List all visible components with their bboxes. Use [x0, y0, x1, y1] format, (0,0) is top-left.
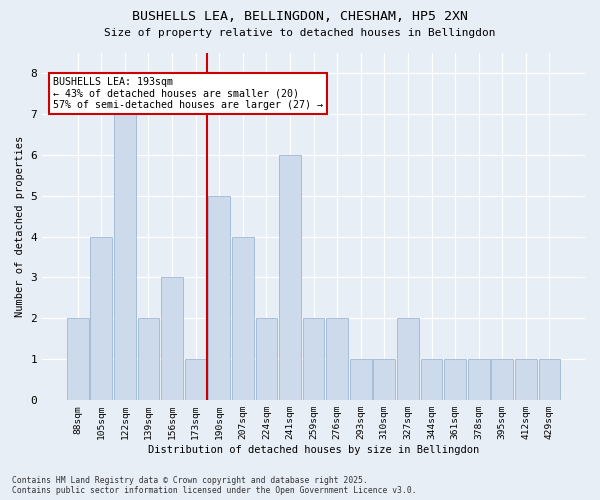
- Text: Size of property relative to detached houses in Bellingdon: Size of property relative to detached ho…: [104, 28, 496, 38]
- Bar: [137, 318, 160, 400]
- Text: Contains HM Land Registry data © Crown copyright and database right 2025.
Contai: Contains HM Land Registry data © Crown c…: [12, 476, 416, 495]
- Text: BUSHELLS LEA: 193sqm
← 43% of detached houses are smaller (20)
57% of semi-detac: BUSHELLS LEA: 193sqm ← 43% of detached h…: [53, 77, 323, 110]
- Bar: [326, 318, 348, 400]
- Bar: [91, 236, 112, 400]
- Bar: [421, 359, 442, 400]
- Bar: [185, 359, 206, 400]
- Bar: [256, 318, 277, 400]
- Bar: [279, 154, 301, 400]
- Bar: [491, 359, 513, 400]
- Bar: [515, 359, 537, 400]
- Bar: [67, 318, 89, 400]
- Bar: [208, 196, 230, 400]
- Bar: [373, 359, 395, 400]
- Bar: [303, 318, 325, 400]
- Bar: [161, 278, 183, 400]
- Text: BUSHELLS LEA, BELLINGDON, CHESHAM, HP5 2XN: BUSHELLS LEA, BELLINGDON, CHESHAM, HP5 2…: [132, 10, 468, 23]
- Bar: [444, 359, 466, 400]
- Bar: [350, 359, 371, 400]
- X-axis label: Distribution of detached houses by size in Bellingdon: Distribution of detached houses by size …: [148, 445, 479, 455]
- Bar: [468, 359, 490, 400]
- Bar: [232, 236, 254, 400]
- Bar: [114, 114, 136, 400]
- Bar: [539, 359, 560, 400]
- Y-axis label: Number of detached properties: Number of detached properties: [15, 136, 25, 317]
- Bar: [397, 318, 419, 400]
